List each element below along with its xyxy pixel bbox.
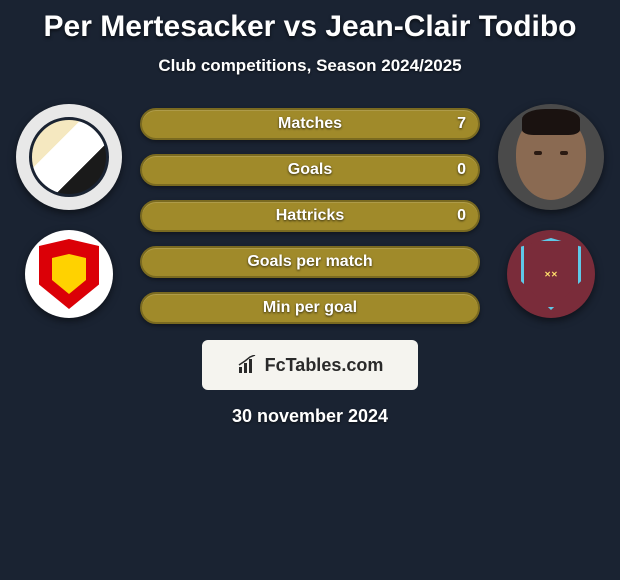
left-column — [16, 104, 122, 318]
stat-bar: Matches 7 — [140, 108, 480, 140]
player-face-icon — [516, 115, 586, 200]
stat-bars: Matches 7 Goals 0 Hattricks 0 Goals per match M… — [140, 108, 480, 324]
stat-label: Matches — [278, 115, 342, 133]
stat-label: Hattricks — [276, 207, 344, 225]
stat-value-right: 0 — [457, 207, 466, 225]
right-club-crest: ✕✕ — [507, 230, 595, 318]
right-player-avatar — [498, 104, 604, 210]
infographic-root: Per Mertesacker vs Jean-Clair Todibo Clu… — [0, 0, 620, 427]
arsenal-crest-icon — [39, 239, 99, 309]
stat-bar: Hattricks 0 — [140, 200, 480, 232]
date-label: 30 november 2024 — [0, 406, 620, 427]
generic-club-crest-icon — [29, 117, 109, 197]
chart-icon — [237, 355, 259, 375]
brand-label: FcTables.com — [265, 355, 384, 376]
right-column: ✕✕ — [498, 104, 604, 318]
stat-label: Goals — [288, 161, 332, 179]
left-club-crest — [25, 230, 113, 318]
page-title: Per Mertesacker vs Jean-Clair Todibo — [0, 10, 620, 44]
stat-bar: Min per goal — [140, 292, 480, 324]
brand-box: FcTables.com — [202, 340, 418, 390]
stat-label: Min per goal — [263, 299, 357, 317]
stat-label: Goals per match — [247, 253, 372, 271]
comparison-row: Matches 7 Goals 0 Hattricks 0 Goals per match M… — [0, 104, 620, 324]
stat-bar: Goals 0 — [140, 154, 480, 186]
subtitle: Club competitions, Season 2024/2025 — [0, 56, 620, 76]
stat-value-right: 0 — [457, 161, 466, 179]
stat-value-right: 7 — [457, 115, 466, 133]
stat-bar: Goals per match — [140, 246, 480, 278]
left-player-badge — [16, 104, 122, 210]
westham-crest-icon: ✕✕ — [521, 238, 581, 310]
